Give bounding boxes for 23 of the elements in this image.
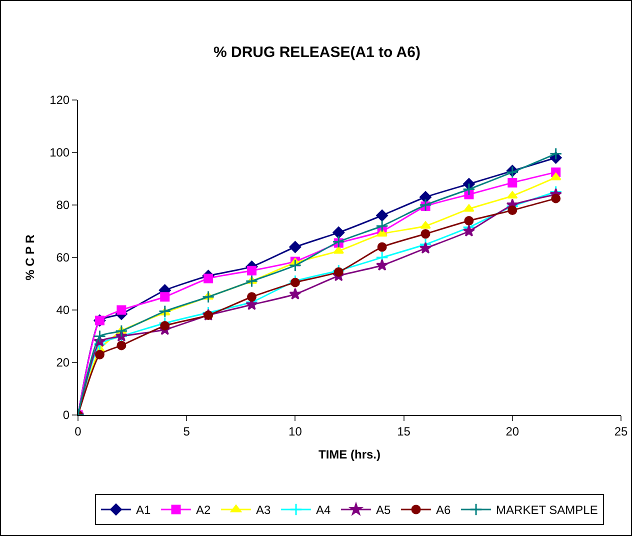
y-tick-label: 80 — [56, 198, 70, 212]
y-tick-label: 100 — [50, 146, 70, 160]
y-tick-label: 120 — [50, 93, 70, 108]
x-axis-title: TIME (hrs.) — [318, 447, 380, 462]
legend-label: A1 — [136, 503, 152, 518]
legend-label: MARKET SAMPLE — [496, 503, 598, 518]
y-tick-label: 0 — [62, 408, 70, 422]
x-tick-label: 15 — [397, 424, 411, 438]
y-axis-title: % C P R — [22, 234, 37, 280]
legend-label: A2 — [196, 503, 212, 518]
y-tick-label: 60 — [56, 250, 70, 265]
legend-label: A3 — [256, 503, 272, 518]
x-tick-label: 25 — [614, 424, 628, 438]
x-tick-label: 0 — [74, 424, 82, 438]
chart-title: % DRUG RELEASE(A1 to A6) — [214, 44, 420, 62]
legend-label: A5 — [376, 503, 392, 518]
x-tick-label: 5 — [183, 424, 190, 438]
y-tick-label: 40 — [56, 303, 70, 318]
legend-label: A6 — [436, 503, 452, 518]
legend-label: A4 — [316, 503, 332, 518]
x-tick-label: 20 — [506, 424, 520, 438]
x-tick-label: 10 — [288, 424, 302, 438]
y-tick-label: 20 — [56, 356, 70, 370]
